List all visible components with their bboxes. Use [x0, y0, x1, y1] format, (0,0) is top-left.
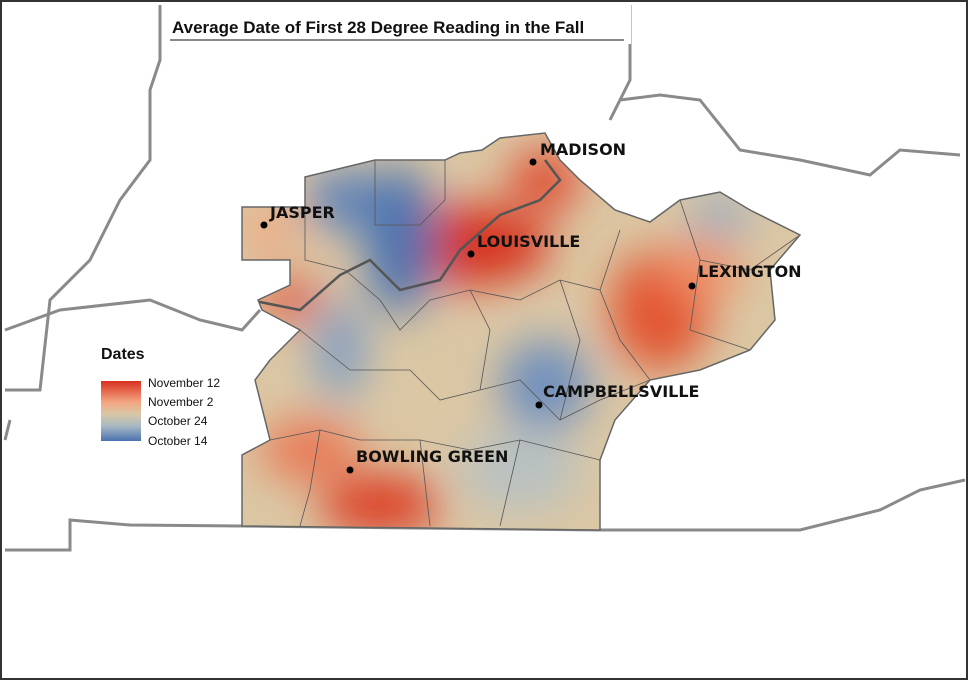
cities: MADISON JASPER LOUISVILLE LEXINGTON CAMP…	[260, 140, 802, 474]
city-label: MADISON	[540, 140, 626, 159]
ohio-river	[249, 159, 562, 312]
city-dot	[260, 221, 268, 229]
city-label: LOUISVILLE	[477, 232, 580, 251]
legend-label: October 24	[148, 414, 208, 428]
city-dot	[346, 466, 354, 474]
map-title: Average Date of First 28 Degree Reading …	[172, 18, 584, 37]
region-outline	[241, 132, 802, 531]
city-label: LEXINGTON	[698, 262, 802, 281]
legend-label: November 12	[148, 376, 220, 390]
legend-label: November 2	[148, 395, 214, 409]
title-box	[163, 4, 631, 44]
legend-title: Dates	[101, 346, 145, 363]
city-label: JASPER	[269, 203, 335, 222]
city-dot	[467, 250, 475, 258]
city-dot	[535, 401, 543, 409]
city-dot	[529, 158, 537, 166]
city-dot	[688, 282, 696, 290]
legend-label: October 14	[148, 434, 208, 448]
legend: Dates November 12 November 2 October 24 …	[101, 346, 220, 448]
county-lines	[269, 160, 800, 527]
legend-ramp	[101, 381, 141, 441]
city-label: CAMPBELLSVILLE	[543, 382, 699, 401]
city-label: BOWLING GREEN	[356, 447, 508, 466]
